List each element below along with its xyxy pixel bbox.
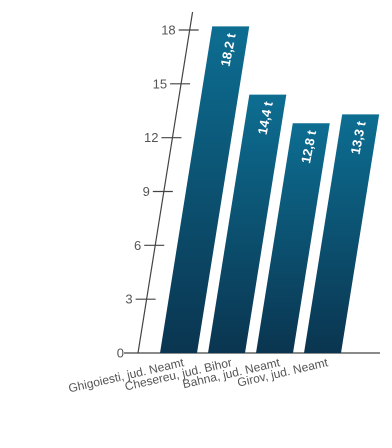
y-axis-line — [137, 11, 194, 354]
bar-data-label: 13,3 t — [348, 119, 369, 155]
bar — [256, 123, 330, 353]
bar-data-label: 12,8 t — [298, 128, 319, 164]
y-tick-label: 6 — [134, 238, 141, 253]
bar — [304, 114, 380, 353]
bars-group: 18,2 t 14,4 t 12,8 t 13,3 t — [160, 26, 380, 354]
y-tick-label: 3 — [125, 292, 132, 307]
bar-data-label: 18,2 t — [218, 31, 239, 67]
y-tick-label: 9 — [143, 184, 150, 199]
bar — [160, 26, 250, 354]
y-tick-label: 18 — [161, 23, 175, 38]
y-tick-labels: 0 3 6 9 12 15 18 — [117, 23, 176, 361]
category-label: Girov, jud. Neamt — [236, 355, 330, 390]
y-tick-label: 15 — [153, 76, 167, 91]
y-tick-label: 12 — [144, 130, 158, 145]
y-tick-label: 0 — [117, 346, 124, 361]
bar — [208, 94, 287, 353]
bar-data-label: 14,4 t — [255, 100, 276, 136]
